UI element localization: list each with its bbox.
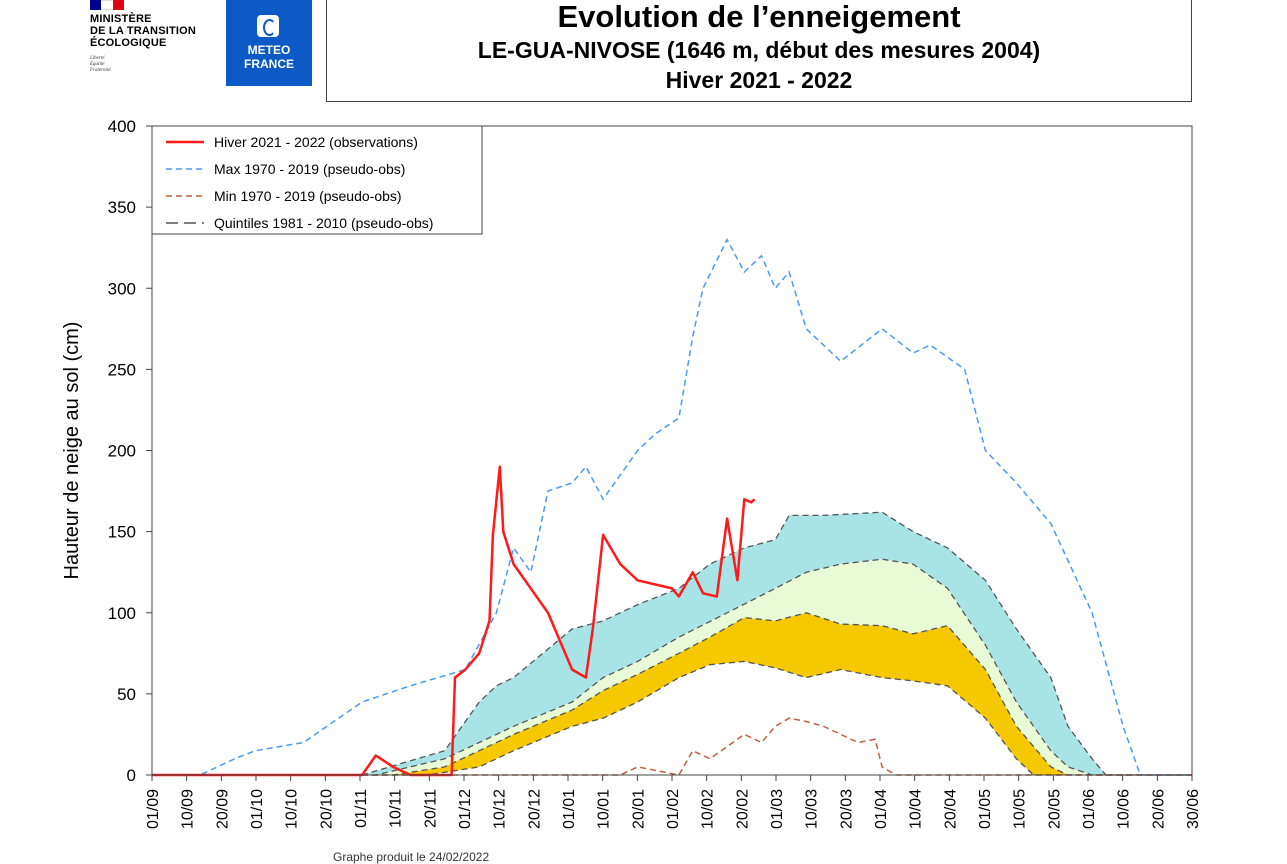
x-tick-label: 10/10 bbox=[284, 789, 301, 829]
chart-subtitle: LE-GUA-NIVOSE (1646 m, début des mesures… bbox=[477, 37, 1041, 63]
x-tick-label: 20/10 bbox=[318, 789, 335, 829]
y-tick-label: 0 bbox=[127, 766, 136, 785]
x-tick-label: 20/11 bbox=[422, 789, 439, 828]
ministere-logo: MINISTÈRE DE LA TRANSITION ÉCOLOGIQUE Li… bbox=[88, 0, 218, 86]
y-tick-label: 200 bbox=[108, 442, 136, 461]
x-tick-label: 10/02 bbox=[700, 789, 717, 829]
y-tick-label: 100 bbox=[108, 604, 136, 623]
x-tick-label: 20/03 bbox=[838, 789, 855, 829]
y-tick-label: 50 bbox=[117, 685, 136, 704]
title-box: Evolution de l’enneigement LE-GUA-NIVOSE… bbox=[326, 0, 1192, 102]
x-tick-label: 01/11 bbox=[353, 789, 370, 828]
chart-season: Hiver 2021 - 2022 bbox=[665, 67, 853, 93]
x-tick-label: 20/02 bbox=[734, 789, 751, 829]
max-series-line bbox=[152, 237, 1192, 776]
x-tick-label: 10/03 bbox=[804, 789, 821, 829]
legend-label-3: Min 1970 - 2019 (pseudo-obs) bbox=[214, 188, 402, 204]
min-series-line bbox=[152, 717, 1192, 776]
legend-box bbox=[151, 125, 483, 235]
x-tick-label: 01/02 bbox=[665, 789, 682, 829]
chart-title: Evolution de l’enneigement bbox=[557, 0, 961, 34]
band-40-60 bbox=[152, 559, 1192, 775]
x-tick-label: 10/09 bbox=[180, 789, 197, 829]
x-tick-label: 10/01 bbox=[596, 789, 613, 829]
x-tick-label: 20/05 bbox=[1046, 789, 1063, 829]
y-axis: 0 50 100 150 200 250 300 350 400 bbox=[108, 117, 152, 785]
x-tick-label: 10/11 bbox=[388, 789, 405, 828]
quintile-bands bbox=[152, 512, 1192, 775]
y-tick-label: 300 bbox=[108, 279, 136, 298]
x-tick-label: 20/01 bbox=[630, 789, 647, 829]
y-tick-label: 400 bbox=[108, 117, 136, 136]
legend-label-2: Max 1970 - 2019 (pseudo-obs) bbox=[214, 161, 405, 177]
band-20-40 bbox=[152, 612, 1192, 775]
quintile-line-4 bbox=[152, 660, 1192, 776]
x-tick-label: 10/12 bbox=[492, 789, 509, 829]
y-tick-label: 350 bbox=[108, 198, 136, 217]
y-axis-label: Hauteur de neige au sol (cm) bbox=[61, 322, 83, 580]
marianne-flag-icon bbox=[90, 0, 124, 10]
x-tick-label: 20/12 bbox=[526, 789, 543, 829]
quintile-line-2 bbox=[152, 558, 1192, 776]
legend: Hiver 2021 - 2022 (observations) Max 1970… bbox=[151, 125, 483, 235]
legend-label-1: Hiver 2021 - 2022 (observations) bbox=[214, 134, 418, 150]
x-tick-label: 01/12 bbox=[457, 789, 474, 829]
x-tick-label: 01/05 bbox=[977, 789, 994, 829]
legend-label-4: Quintiles 1981 - 2010 (pseudo-obs) bbox=[214, 215, 433, 231]
footer-note: Graphe produit le 24/02/2022 bbox=[333, 850, 490, 864]
x-tick-label: 01/03 bbox=[769, 789, 786, 829]
quintile-line-3 bbox=[152, 612, 1192, 776]
x-tick-label: 01/10 bbox=[249, 789, 266, 829]
x-tick-label: 10/06 bbox=[1116, 789, 1133, 829]
x-tick-label: 01/06 bbox=[1081, 789, 1098, 829]
meteo-france-mark-icon bbox=[257, 15, 279, 37]
ministere-name: MINISTÈRE DE LA TRANSITION ÉCOLOGIQUE bbox=[90, 13, 197, 49]
x-tick-label: 10/05 bbox=[1012, 789, 1029, 829]
y-tick-label: 250 bbox=[108, 360, 136, 379]
x-tick-label: 20/04 bbox=[942, 789, 959, 829]
x-tick-label: 30/06 bbox=[1185, 789, 1202, 829]
meteo-france-logo: METEO FRANCE bbox=[226, 0, 312, 86]
meteo-france-text: METEO FRANCE bbox=[244, 43, 294, 71]
x-tick-label: 01/01 bbox=[561, 789, 578, 829]
x-tick-label: 10/04 bbox=[908, 789, 925, 829]
x-tick-label: 01/04 bbox=[873, 789, 890, 829]
x-tick-label: 20/06 bbox=[1150, 789, 1167, 829]
x-tick-label: 20/09 bbox=[214, 789, 231, 829]
quintile-line-1 bbox=[152, 511, 1192, 776]
y-tick-label: 150 bbox=[108, 523, 136, 542]
x-axis: 01/09 10/09 20/09 01/10 10/10 20/10 01/11 10/11… bbox=[145, 775, 1202, 829]
republic-motto: Liberté Égalité Fraternité bbox=[90, 56, 111, 73]
x-tick-label: 01/09 bbox=[145, 789, 162, 829]
